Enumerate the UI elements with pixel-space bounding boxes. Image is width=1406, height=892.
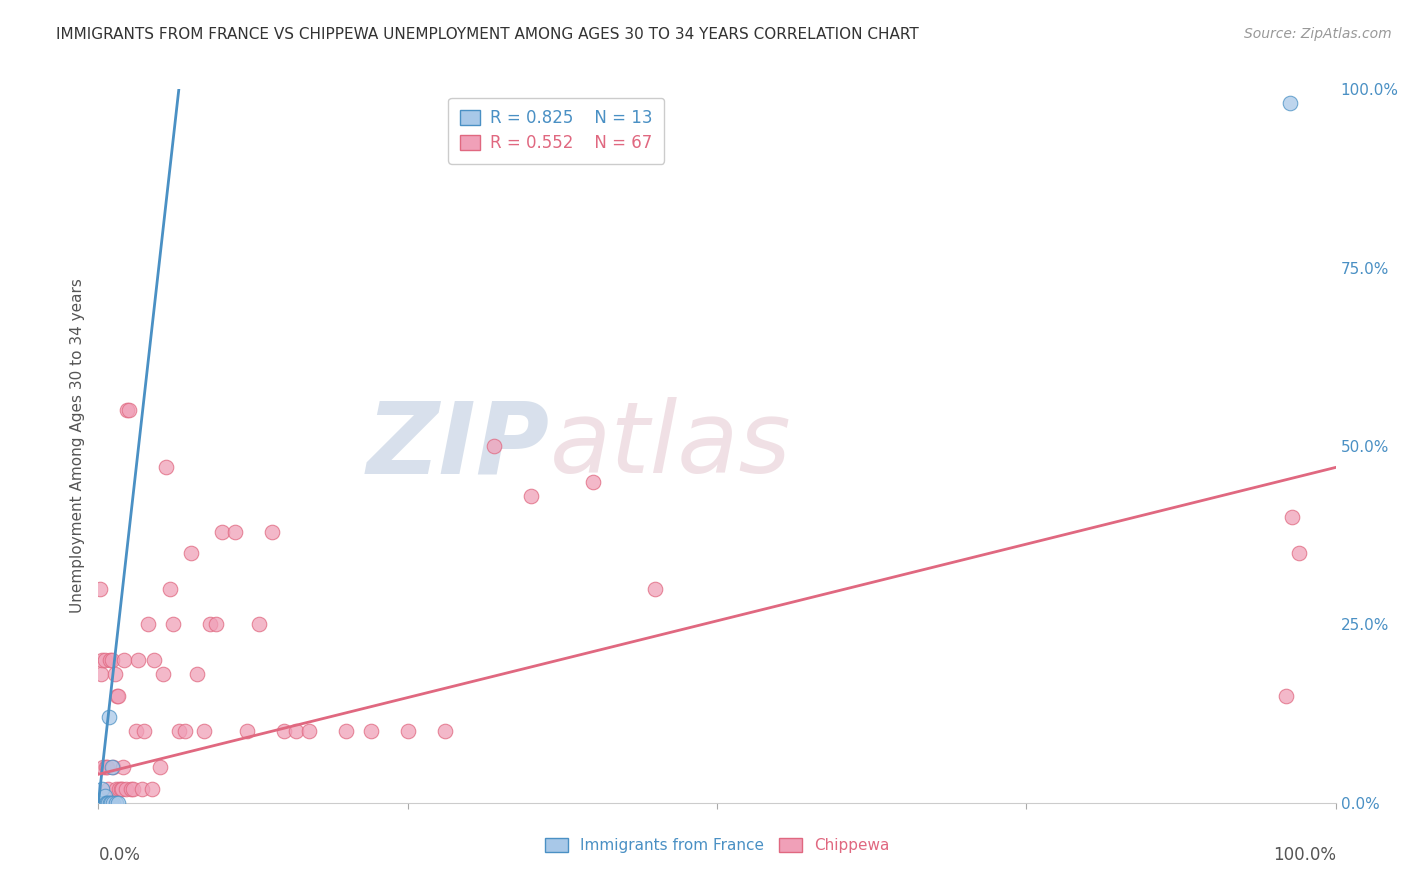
Point bbox=[103, 796, 125, 810]
Point bbox=[115, 403, 138, 417]
Point bbox=[94, 760, 117, 774]
Point bbox=[205, 617, 228, 632]
Point bbox=[122, 781, 145, 796]
Text: IMMIGRANTS FROM FRANCE VS CHIPPEWA UNEMPLOYMENT AMONG AGES 30 TO 34 YEARS CORREL: IMMIGRANTS FROM FRANCE VS CHIPPEWA UNEMP… bbox=[56, 27, 920, 42]
Point bbox=[114, 781, 136, 796]
Point bbox=[136, 617, 159, 632]
Text: Source: ZipAtlas.com: Source: ZipAtlas.com bbox=[1244, 27, 1392, 41]
Point bbox=[162, 617, 184, 632]
Point bbox=[97, 781, 120, 796]
Point bbox=[159, 582, 181, 596]
Point bbox=[118, 403, 141, 417]
Point bbox=[100, 796, 122, 810]
Point bbox=[100, 796, 122, 810]
Point bbox=[224, 524, 246, 539]
Point bbox=[273, 724, 295, 739]
Point bbox=[104, 796, 127, 810]
Point bbox=[152, 667, 174, 681]
Point bbox=[1275, 689, 1298, 703]
Point bbox=[93, 789, 115, 803]
Point bbox=[103, 760, 125, 774]
Point bbox=[97, 710, 120, 724]
Point bbox=[298, 724, 321, 739]
Point bbox=[96, 796, 118, 810]
Point bbox=[93, 760, 115, 774]
Point bbox=[101, 760, 124, 774]
Point bbox=[127, 653, 149, 667]
Point bbox=[211, 524, 233, 539]
Point bbox=[1278, 96, 1301, 111]
Point bbox=[104, 781, 127, 796]
Point bbox=[98, 653, 121, 667]
Point bbox=[180, 546, 202, 560]
Point bbox=[520, 489, 543, 503]
Point bbox=[484, 439, 506, 453]
Point bbox=[141, 781, 163, 796]
Point bbox=[198, 617, 221, 632]
Point bbox=[124, 724, 146, 739]
Point bbox=[134, 724, 156, 739]
Point bbox=[285, 724, 308, 739]
Point bbox=[112, 760, 135, 774]
Point bbox=[94, 796, 117, 810]
Point bbox=[108, 781, 131, 796]
Point bbox=[107, 796, 129, 810]
Point bbox=[131, 781, 153, 796]
Point bbox=[91, 653, 114, 667]
Point bbox=[107, 689, 129, 703]
Point bbox=[582, 475, 605, 489]
Point bbox=[396, 724, 419, 739]
Point bbox=[103, 667, 125, 681]
Point bbox=[644, 582, 666, 596]
Text: 100.0%: 100.0% bbox=[1272, 846, 1336, 863]
Point bbox=[155, 460, 177, 475]
Point bbox=[167, 724, 190, 739]
Point bbox=[105, 689, 128, 703]
Point bbox=[90, 667, 112, 681]
Point bbox=[174, 724, 197, 739]
Point bbox=[433, 724, 456, 739]
Point bbox=[186, 667, 208, 681]
Point bbox=[120, 781, 142, 796]
Legend: Immigrants from France, Chippewa: Immigrants from France, Chippewa bbox=[538, 832, 896, 859]
Point bbox=[112, 653, 135, 667]
Point bbox=[149, 760, 172, 774]
Point bbox=[1288, 546, 1310, 560]
Point bbox=[335, 724, 357, 739]
Point bbox=[236, 724, 259, 739]
Y-axis label: Unemployment Among Ages 30 to 34 years: Unemployment Among Ages 30 to 34 years bbox=[69, 278, 84, 614]
Point bbox=[110, 781, 132, 796]
Point bbox=[91, 781, 114, 796]
Point bbox=[98, 796, 121, 810]
Point bbox=[260, 524, 283, 539]
Text: ZIP: ZIP bbox=[367, 398, 550, 494]
Point bbox=[1281, 510, 1303, 524]
Point bbox=[101, 653, 124, 667]
Point bbox=[89, 582, 111, 596]
Text: 0.0%: 0.0% bbox=[98, 846, 141, 863]
Point bbox=[97, 796, 120, 810]
Point bbox=[143, 653, 166, 667]
Text: atlas: atlas bbox=[550, 398, 792, 494]
Point bbox=[111, 781, 134, 796]
Point bbox=[96, 760, 118, 774]
Point bbox=[193, 724, 215, 739]
Point bbox=[247, 617, 270, 632]
Point bbox=[360, 724, 382, 739]
Point bbox=[93, 653, 115, 667]
